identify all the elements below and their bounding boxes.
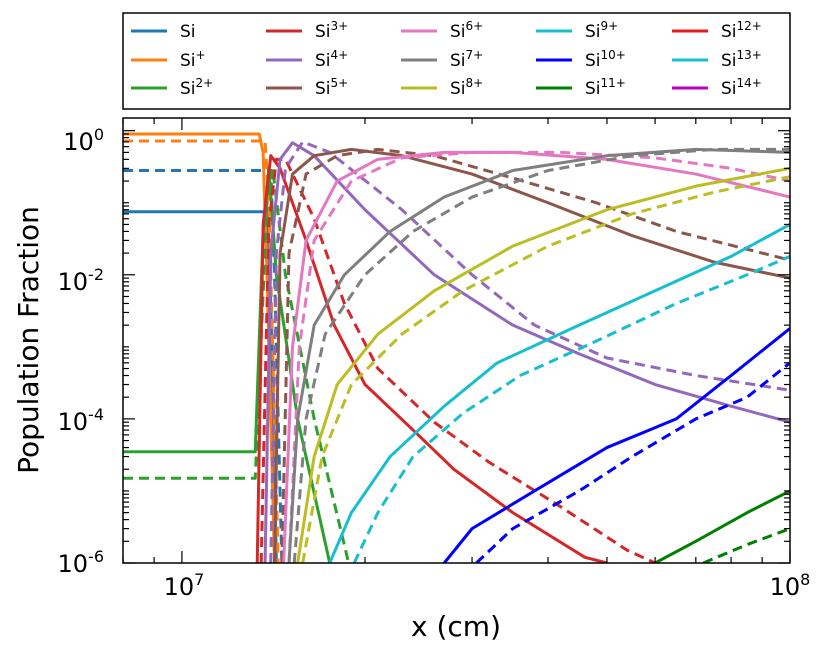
series-si8p-dashed (301, 175, 790, 563)
legend: Si Si+ Si2+ Si3+ Si4+ Si5+ Si6+ Si7+ Si8+ Si9+ Si1… (122, 12, 791, 110)
x-tick-label-1: 108 (770, 570, 811, 601)
legend-item-si4p: Si4+ (266, 48, 348, 71)
legend-label-si3p: Si3+ (315, 19, 348, 42)
legend-item-si13p: Si13+ (672, 48, 762, 71)
legend-label-si6p: Si6+ (450, 19, 483, 42)
legend-label-si4p: Si4+ (315, 48, 348, 71)
legend-label-si11p: Si11+ (585, 76, 626, 99)
series-si11p-solid (654, 489, 790, 563)
legend-item-sip: Si+ (131, 48, 206, 71)
legend-label-si9p: Si9+ (585, 19, 618, 42)
series-layer (123, 132, 790, 563)
series-si9p-dashed (352, 255, 790, 563)
legend-label-si5p: Si5+ (315, 76, 348, 99)
x-tick-label-0: 107 (164, 570, 205, 601)
series-si6p-solid (282, 150, 790, 563)
series-si4p-solid (263, 141, 790, 563)
legend-item-si8p: Si8+ (401, 76, 483, 99)
legend-item-si2p: Si2+ (131, 76, 213, 99)
legend-item-si10p: Si10+ (536, 48, 626, 71)
series-si2p-dashed (123, 166, 351, 563)
y-tick-label-3: 10-6 (58, 547, 105, 578)
legend-item-si12p: Si12+ (672, 19, 762, 42)
x-tick-labels: 107 108 (164, 570, 811, 601)
y-tick-label-1: 10-2 (58, 265, 105, 296)
legend-item-si6p: Si6+ (401, 19, 483, 42)
legend-label-si7p: Si7+ (450, 48, 483, 71)
plot-background (123, 118, 790, 563)
legend-label-si13p: Si13+ (721, 48, 762, 71)
legend-label-si12p: Si12+ (721, 19, 762, 42)
legend-items: Si Si+ Si2+ Si3+ Si4+ Si5+ Si6+ Si7+ Si8+ Si9+ Si1… (131, 19, 762, 99)
legend-label-sip: Si+ (180, 48, 206, 71)
y-axis-label: Population Fraction (12, 206, 45, 474)
legend-item-si: Si (131, 22, 196, 42)
series-si9p-solid (328, 223, 790, 563)
y-tick-label-0: 100 (63, 125, 104, 156)
series-si7p-dashed (292, 147, 790, 563)
legend-label-si: Si (180, 22, 196, 42)
minor-ticks (122, 118, 791, 564)
plot-frame (122, 117, 791, 564)
series-si5p-dashed (280, 147, 790, 563)
y-tick-labels: 100 10-2 10-4 10-6 (58, 125, 105, 578)
legend-label-si2p: Si2+ (180, 76, 213, 99)
series-si6p-dashed (287, 150, 790, 563)
legend-label-si14p: Si14+ (721, 76, 762, 99)
legend-item-si9p: Si9+ (536, 19, 618, 42)
series-si7p-solid (287, 147, 790, 563)
legend-item-si11p: Si11+ (536, 76, 626, 99)
legend-label-si8p: Si8+ (450, 76, 483, 99)
series-si8p-solid (296, 166, 790, 563)
legend-label-si10p: Si10+ (585, 48, 626, 71)
legend-item-si14p: Si14+ (672, 76, 762, 99)
y-tick-label-2: 10-4 (58, 405, 105, 436)
x-axis-label: x (cm) (411, 610, 501, 643)
legend-item-si7p: Si7+ (401, 48, 483, 71)
series-si4p-dashed (269, 140, 790, 563)
series-si10p-solid (443, 327, 790, 563)
series-si3p-dashed (259, 157, 656, 563)
legend-item-si3p: Si3+ (266, 19, 348, 42)
legend-item-si5p: Si5+ (266, 76, 348, 99)
plot-area (122, 117, 791, 564)
series-si10p-dashed (475, 361, 790, 563)
